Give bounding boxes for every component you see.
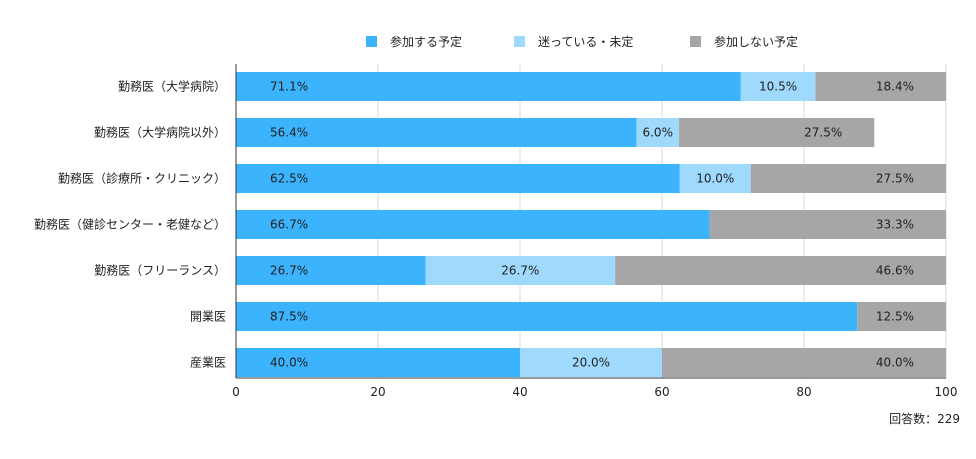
bar-segment-series-0 xyxy=(236,164,680,193)
legend-label-2: 参加しない予定 xyxy=(714,35,799,49)
x-tick-label: 60 xyxy=(654,385,669,399)
bar-segment-series-2 xyxy=(662,348,946,377)
bar-segment-series-2 xyxy=(709,210,946,239)
data-label: 71.1% xyxy=(270,80,308,94)
data-label: 66.7% xyxy=(270,218,308,232)
x-tick-label: 80 xyxy=(796,385,811,399)
category-label: 勤務医（大学病院以外） xyxy=(94,125,226,140)
data-label: 56.4% xyxy=(270,126,308,140)
legend-label-0: 参加する予定 xyxy=(390,35,463,49)
legend-swatch-0 xyxy=(366,36,377,47)
chart-legend: 参加する予定 迷っている・未定 参加しない予定 xyxy=(0,33,976,53)
bar-segment-series-2 xyxy=(679,118,875,147)
bar-segment-series-0 xyxy=(236,118,637,147)
data-label: 6.0% xyxy=(642,126,673,140)
bar-segment-series-1 xyxy=(740,72,816,101)
data-label: 10.0% xyxy=(696,172,734,186)
bar-segment-series-1 xyxy=(425,256,616,285)
data-label: 12.5% xyxy=(876,310,914,324)
data-label: 40.0% xyxy=(270,356,308,370)
data-label: 46.6% xyxy=(876,264,914,278)
data-label: 26.7% xyxy=(270,264,308,278)
data-label: 26.7% xyxy=(501,264,539,278)
bar-segment-series-0 xyxy=(236,348,520,377)
bar-segment-series-0 xyxy=(236,256,426,285)
category-label: 産業医 xyxy=(190,355,226,370)
legend-item-series-1: 迷っている・未定 xyxy=(514,33,633,50)
data-label: 27.5% xyxy=(876,172,914,186)
data-label: 40.0% xyxy=(876,356,914,370)
legend-label-1: 迷っている・未定 xyxy=(538,35,634,49)
x-tick-label: 100 xyxy=(935,385,958,399)
x-tick-label: 0 xyxy=(232,385,240,399)
category-label: 勤務医（健診センター・老健など） xyxy=(34,217,226,232)
data-label: 18.4% xyxy=(876,80,914,94)
legend-swatch-2 xyxy=(690,36,701,47)
bar-segment-series-2 xyxy=(615,256,946,285)
bar-segment-series-0 xyxy=(236,302,858,331)
legend-swatch-1 xyxy=(514,36,525,47)
response-count-note: 回答数：229 xyxy=(889,412,960,426)
legend-item-series-2: 参加しない予定 xyxy=(690,33,798,50)
data-label: 20.0% xyxy=(572,356,610,370)
data-label: 10.5% xyxy=(759,80,797,94)
category-label: 勤務医（フリーランス） xyxy=(94,264,226,278)
bar-segment-series-1 xyxy=(520,348,662,377)
bar-segment-series-2 xyxy=(815,72,946,101)
data-label: 87.5% xyxy=(270,310,308,324)
bar-segment-series-1 xyxy=(679,164,751,193)
data-label: 62.5% xyxy=(270,172,308,186)
bar-segment-series-0 xyxy=(236,210,710,239)
x-tick-label: 20 xyxy=(370,385,385,399)
x-tick-label: 40 xyxy=(512,385,527,399)
bar-segment-series-0 xyxy=(236,72,741,101)
category-label: 開業医 xyxy=(190,310,226,324)
bar-segment-series-2 xyxy=(750,164,946,193)
data-label: 33.3% xyxy=(876,218,914,232)
category-label: 勤務医（大学病院） xyxy=(118,79,226,94)
bar-segment-series-1 xyxy=(636,118,680,147)
legend-item-series-0: 参加する予定 xyxy=(366,33,462,50)
bar-segment-series-2 xyxy=(857,302,946,331)
category-label: 勤務医（診療所・クリニック） xyxy=(58,171,226,186)
data-label: 27.5% xyxy=(804,126,842,140)
